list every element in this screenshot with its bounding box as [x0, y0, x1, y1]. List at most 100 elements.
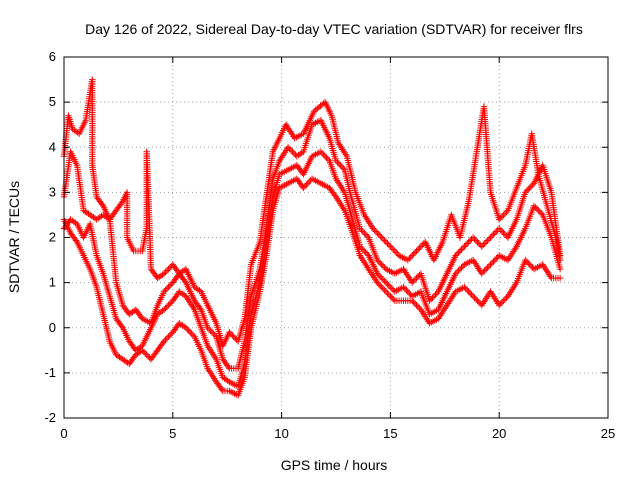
- data-point: [522, 189, 529, 196]
- data-point: [481, 240, 488, 247]
- data-point: [181, 277, 188, 285]
- data-point: [162, 305, 169, 312]
- data-point: [332, 157, 340, 164]
- data-point: [414, 303, 422, 310]
- data-point: [289, 148, 296, 155]
- data-point: [160, 288, 168, 295]
- data-point: [381, 237, 388, 244]
- data-point: [377, 273, 384, 280]
- data-point: [286, 145, 293, 152]
- y-tick-label: 1: [49, 275, 56, 290]
- data-point: [375, 258, 382, 265]
- data-point: [165, 333, 172, 340]
- data-point: [375, 280, 382, 288]
- y-tick-label: 5: [49, 94, 56, 109]
- data-point: [478, 243, 485, 250]
- data-point: [414, 246, 422, 253]
- data-point: [468, 291, 475, 298]
- data-point: [530, 202, 538, 210]
- data-point: [320, 151, 327, 158]
- data-point: [404, 272, 411, 280]
- x-tick-label: 20: [492, 426, 506, 441]
- data-point: [417, 243, 425, 250]
- data-point: [456, 265, 464, 273]
- data-point: [303, 181, 310, 189]
- data-point: [427, 296, 435, 303]
- data-point: [364, 232, 371, 240]
- series-track-1: [60, 76, 564, 349]
- data-point: [464, 240, 471, 247]
- data-point: [411, 276, 419, 283]
- data-point: [334, 159, 341, 166]
- data-point: [536, 208, 543, 216]
- data-point: [542, 266, 550, 273]
- data-point: [498, 299, 506, 306]
- data-point: [232, 335, 239, 342]
- data-point: [467, 290, 474, 297]
- data-point: [384, 290, 391, 297]
- data-point: [369, 272, 377, 280]
- data-point: [98, 201, 106, 208]
- y-tick-label: 6: [49, 49, 56, 64]
- data-point: [390, 246, 397, 253]
- data-point: [377, 282, 384, 289]
- data-point: [188, 330, 195, 337]
- data-point: [356, 252, 364, 259]
- data-point: [381, 286, 388, 294]
- data-point: [490, 258, 497, 265]
- data-point: [453, 268, 461, 276]
- data-point: [484, 237, 491, 244]
- y-tick-label: -2: [44, 410, 56, 425]
- data-point: [496, 302, 503, 309]
- data-point: [490, 231, 497, 238]
- data-point: [86, 211, 94, 219]
- data-point: [127, 309, 135, 317]
- data-point: [162, 268, 169, 276]
- data-point: [432, 291, 439, 298]
- data-point: [409, 297, 416, 304]
- data-point: [382, 279, 390, 286]
- data-point: [140, 348, 147, 355]
- data-point: [414, 273, 422, 280]
- data-point: [226, 329, 233, 336]
- data-point: [338, 163, 345, 170]
- data-point: [222, 376, 230, 383]
- data-point: [387, 243, 394, 250]
- x-tick-label: 15: [383, 426, 397, 441]
- data-point: [337, 162, 344, 169]
- y-tick-label: 4: [49, 139, 56, 154]
- data-point: [335, 160, 343, 167]
- data-point: [426, 297, 433, 304]
- data-point: [482, 265, 490, 273]
- data-point: [455, 267, 462, 274]
- data-point: [287, 128, 294, 135]
- data-point: [196, 305, 204, 312]
- data-point: [377, 259, 384, 267]
- data-point: [378, 234, 385, 241]
- data-point: [501, 231, 509, 238]
- data-point: [482, 238, 490, 246]
- data-point: [290, 150, 298, 157]
- data-point: [472, 296, 480, 303]
- data-point: [404, 256, 411, 264]
- data-point: [218, 386, 225, 393]
- data-point: [385, 241, 393, 249]
- data-point: [183, 294, 191, 302]
- x-tick-label: 0: [60, 426, 67, 441]
- data-point: [378, 283, 385, 291]
- y-tick-label: 0: [49, 320, 56, 335]
- data-point: [491, 256, 498, 264]
- data-point: [163, 335, 171, 342]
- y-tick-label: 3: [49, 184, 56, 199]
- data-point: [384, 240, 391, 247]
- data-point: [535, 207, 542, 214]
- data-point: [503, 208, 510, 216]
- data-point: [391, 247, 398, 255]
- data-point: [165, 302, 172, 309]
- data-point: [500, 211, 507, 219]
- data-point: [525, 186, 532, 193]
- data-point: [189, 332, 197, 339]
- data-point: [361, 247, 368, 255]
- data-point: [469, 293, 477, 300]
- data-point: [471, 258, 478, 265]
